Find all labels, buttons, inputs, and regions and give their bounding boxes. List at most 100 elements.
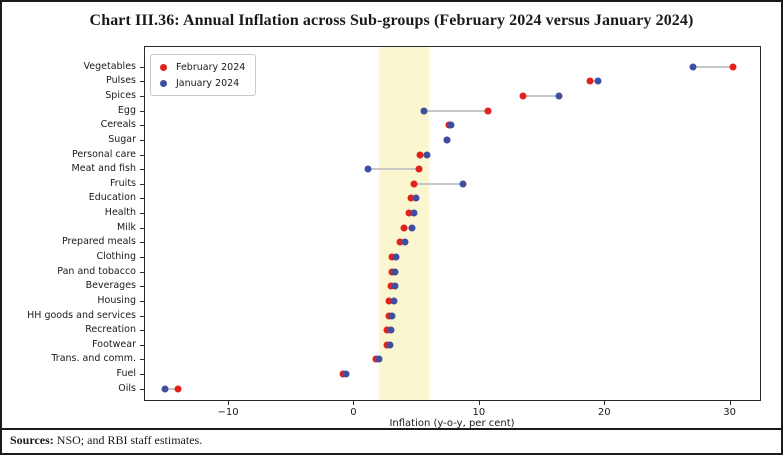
february-dot [416, 151, 424, 159]
legend-label-february: February 2024 [176, 61, 246, 73]
category-label: Cereals [100, 119, 136, 131]
february-dot [415, 165, 423, 173]
x-tick-label: 30 [723, 407, 737, 418]
february-dot [729, 63, 737, 71]
y-tick-mark [140, 154, 144, 156]
y-tick-mark [140, 286, 144, 288]
january-dot [689, 63, 697, 71]
y-tick-mark [140, 374, 144, 376]
january-dot [412, 194, 420, 202]
january-dot [161, 385, 169, 393]
y-tick-mark [140, 271, 144, 273]
category-label: Milk [117, 221, 136, 233]
february-dot [407, 194, 415, 202]
january-dot [410, 209, 418, 217]
january-dot [555, 92, 563, 100]
y-tick-mark [140, 359, 144, 361]
connector-line [423, 109, 488, 112]
y-tick-mark [140, 95, 144, 97]
january-dot [388, 312, 396, 319]
connector-line [419, 153, 428, 156]
february-dot [385, 312, 393, 319]
january-dot [392, 253, 400, 261]
category-label: Education [88, 192, 136, 204]
connector-line [413, 182, 463, 185]
january-dot [364, 165, 372, 173]
category-label: Clothing [96, 250, 136, 262]
y-tick-mark [140, 330, 144, 332]
february-dot [388, 253, 396, 261]
january-dot [443, 136, 451, 144]
y-tick-mark [140, 227, 144, 229]
y-tick-mark [140, 198, 144, 200]
category-label: Vegetables [83, 60, 137, 72]
legend-item-january: January 2024 [158, 75, 245, 91]
category-label: HH goods and services [27, 309, 136, 321]
y-tick-mark [140, 183, 144, 185]
january-dot [459, 180, 467, 188]
y-tick-mark [140, 242, 144, 244]
february-dot [383, 326, 391, 334]
category-label: Oils [118, 382, 136, 394]
category-label: Personal care [72, 148, 136, 160]
category-label: Egg [117, 104, 136, 116]
category-label: Fruits [109, 177, 136, 189]
category-label: Footwear [92, 338, 136, 350]
connector-line [368, 168, 419, 171]
category-label: Pan and tobacco [57, 265, 136, 277]
connector-line [522, 94, 560, 97]
category-label: Fuel [116, 368, 136, 380]
february-dot [396, 238, 404, 246]
footer-divider [2, 428, 781, 430]
february-dot [586, 77, 594, 85]
x-tick-mark [353, 401, 355, 405]
january-dot-icon [160, 79, 167, 87]
category-label: Sugar [108, 133, 136, 145]
february-dot [519, 92, 527, 100]
x-tick-label: −10 [217, 407, 239, 418]
january-dot [594, 77, 602, 85]
connector-line [693, 65, 734, 68]
y-tick-mark [140, 315, 144, 317]
sources-note: Sources: NSO; and RBI staff estimates. [10, 433, 202, 448]
x-tick-label: 10 [472, 407, 486, 418]
y-tick-mark [140, 81, 144, 83]
category-label: Housing [97, 294, 136, 306]
x-tick-mark [228, 401, 230, 405]
sources-text: NSO; and RBI staff estimates. [53, 433, 203, 447]
february-dot [484, 107, 492, 115]
x-tick-mark [729, 401, 731, 405]
connector-line [590, 80, 598, 83]
february-dot [385, 297, 393, 305]
legend: February 2024 January 2024 [150, 54, 257, 96]
february-dot [387, 282, 395, 290]
connector-line [403, 226, 413, 229]
january-dot [408, 224, 416, 232]
january-dot [420, 107, 428, 115]
category-label: Trans. and comm. [51, 353, 136, 365]
y-tick-mark [140, 125, 144, 127]
x-tick-label: 20 [597, 407, 611, 418]
category-label: Meat and fish [71, 163, 136, 175]
x-tick-mark [478, 401, 480, 405]
category-label: Beverages [85, 280, 136, 292]
y-tick-mark [140, 66, 144, 68]
x-axis-title: Inflation (y-o-y, per cent) [389, 418, 515, 429]
y-tick-mark [140, 213, 144, 215]
connector-line [165, 387, 178, 390]
chart-title: Chart III.36: Annual Inflation across Su… [89, 12, 694, 29]
y-tick-mark [140, 388, 144, 390]
january-dot [390, 297, 398, 305]
category-label: Prepared meals [61, 236, 136, 248]
february-dot [400, 224, 408, 232]
plot-area [144, 46, 761, 401]
y-tick-mark [140, 344, 144, 346]
category-label: Recreation [85, 324, 136, 336]
category-label: Health [104, 207, 136, 219]
y-tick-mark [140, 139, 144, 141]
y-tick-mark [140, 256, 144, 258]
y-tick-mark [140, 169, 144, 171]
january-dot [447, 121, 455, 129]
january-dot [375, 355, 382, 363]
